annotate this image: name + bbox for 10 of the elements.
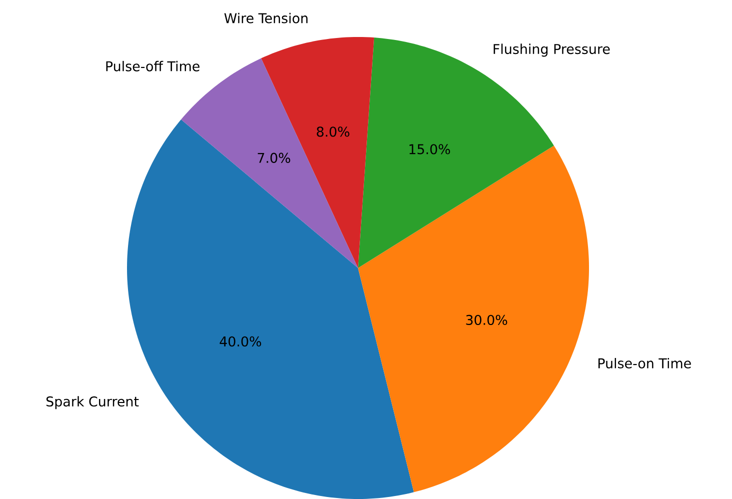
- data-label: 7.0%: [258, 152, 290, 163]
- data-label: 40.0%: [220, 336, 262, 347]
- data-label: 8.0%: [316, 126, 350, 137]
- slice-label: Spark Current: [46, 396, 139, 410]
- slice-label: Flushing Pressure: [494, 44, 610, 57]
- data-label: 15.0%: [410, 144, 450, 154]
- data-label: 30.0%: [466, 314, 508, 325]
- slice-label: Pulse-off Time: [106, 60, 200, 72]
- slice-label: Wire Tension: [224, 12, 308, 24]
- slice-label: Pulse-on Time: [598, 358, 691, 368]
